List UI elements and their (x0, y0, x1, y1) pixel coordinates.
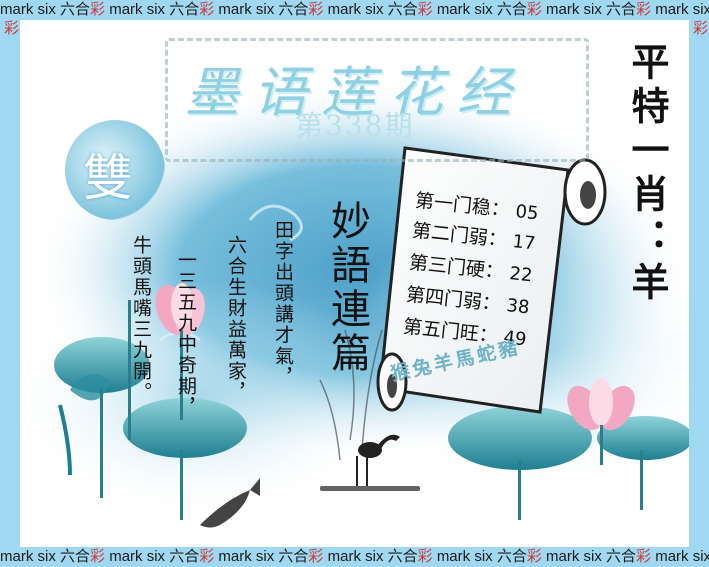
poem-line: 六合生財益萬家， (225, 235, 247, 403)
prediction-value: 38 (505, 295, 531, 319)
scroll-paper (376, 146, 607, 414)
border-bottom: mark six 六合彩 mark six 六合彩 mark six 六合彩 m… (0, 547, 709, 567)
poem-line: 一三五九中奇期， (175, 250, 197, 418)
border-mark: 彩 (636, 548, 652, 565)
border-left: mark six 六合彩 mark six 六合彩 mark six 六合彩 m… (0, 20, 20, 547)
border-mark: 彩 (90, 1, 106, 18)
border-mark: 彩 (417, 548, 433, 565)
lotus-flower-left (155, 283, 205, 420)
prediction-value: 17 (511, 231, 537, 255)
border-mark: 彩 (691, 20, 708, 35)
prediction-value: 05 (514, 201, 540, 225)
special-zodiac-label: 平特一肖：羊 (625, 42, 670, 306)
border-mark: 彩 (199, 1, 215, 18)
border-mark: 彩 (526, 1, 542, 18)
prediction-value: 22 (508, 263, 534, 287)
border-mark: 彩 (90, 548, 106, 565)
border-mark: 彩 (2, 20, 19, 35)
border-top: mark six 六合彩 mark six 六合彩 mark six 六合彩 m… (0, 0, 709, 20)
border-mark: 彩 (199, 548, 215, 565)
border-mark: 彩 (308, 548, 324, 565)
border-mark: 彩 (526, 548, 542, 565)
badge-label: 雙 (83, 149, 133, 207)
border-mark: 彩 (308, 1, 324, 18)
heron-icon (320, 434, 420, 491)
artwork: 墨语莲花经 第338期 雙 平特一肖：羊 妙語連篇 田字出頭講才氣， 六合生財益… (20, 20, 689, 547)
ink-painting-background (20, 80, 689, 528)
border-mark: 彩 (417, 1, 433, 18)
lotus-leaves-right (448, 406, 689, 520)
border-right: mark six 六合彩 mark six 六合彩 mark six 六合彩 m… (689, 20, 709, 547)
lotus-leaves-left (54, 300, 247, 520)
fish-icon (200, 478, 260, 528)
issue-number: 第338期 (295, 109, 415, 142)
reeds (319, 329, 383, 461)
border-mark: 彩 (636, 1, 652, 18)
poem-title: 妙語連篇 (324, 200, 370, 376)
lotus-flower-right (567, 378, 635, 465)
title-stamp-frame (165, 38, 589, 162)
poster-title: 墨语莲花经 (185, 61, 525, 124)
poem-line: 牛頭馬嘴三九開。 (130, 235, 152, 403)
poem-line: 田字出頭講才氣， (272, 220, 294, 388)
badge-circle (65, 120, 165, 220)
